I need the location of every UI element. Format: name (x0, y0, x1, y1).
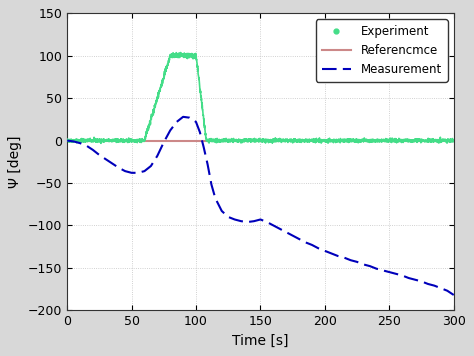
Experiment (64, 138, 70, 142)
Line: Measurement: Measurement (67, 117, 454, 295)
Measurement (257, 218, 263, 222)
Experiment (213, 139, 219, 143)
Experiment (178, 51, 183, 55)
Line: Experiment: Experiment (67, 53, 454, 143)
Experiment (109, 139, 114, 143)
Measurement (174, 120, 180, 124)
Measurement (245, 220, 250, 224)
Experiment (451, 138, 456, 143)
Experiment (402, 137, 408, 141)
Experiment (131, 138, 137, 142)
Experiment (229, 138, 235, 142)
Measurement (180, 115, 186, 119)
Measurement (335, 254, 341, 258)
Measurement (445, 289, 450, 293)
Legend: Experiment, Referencmce, Measurement: Experiment, Referencmce, Measurement (316, 19, 448, 82)
Experiment (444, 138, 449, 142)
Experiment (98, 141, 104, 146)
Measurement (193, 120, 199, 124)
X-axis label: Time [s]: Time [s] (232, 334, 289, 348)
Measurement (64, 138, 70, 143)
Measurement (451, 293, 456, 297)
Y-axis label: Ψ [deg]: Ψ [deg] (9, 136, 22, 188)
